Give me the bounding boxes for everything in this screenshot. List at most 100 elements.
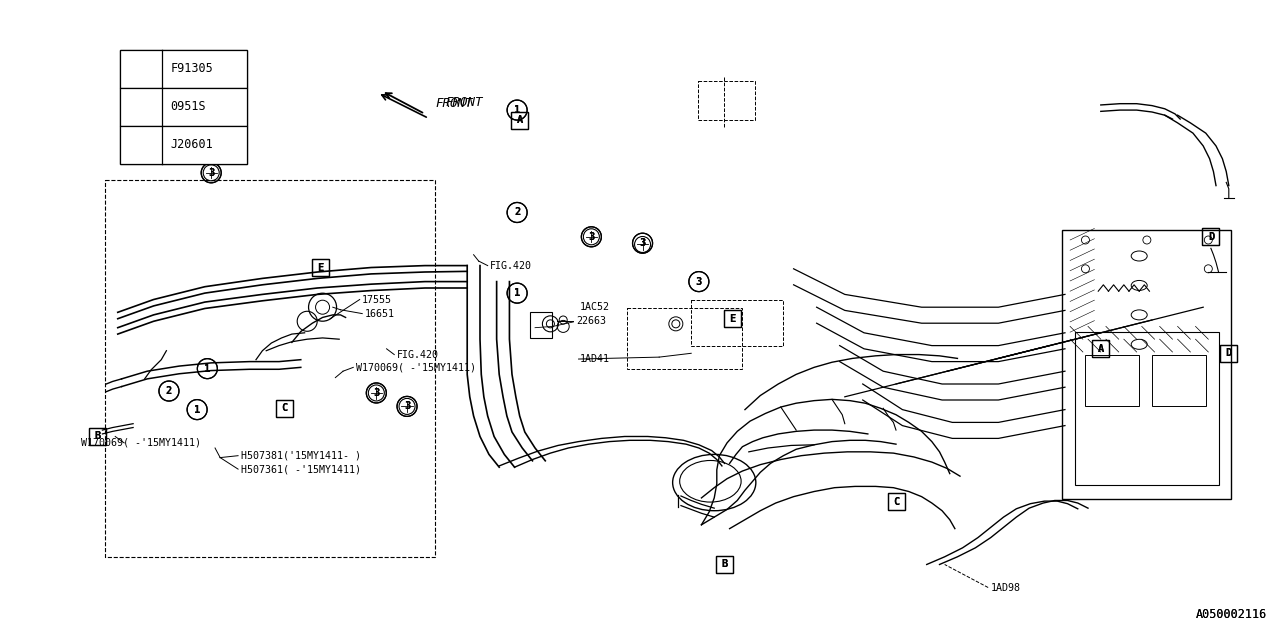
Text: B: B: [722, 559, 727, 570]
Text: 1: 1: [137, 64, 143, 74]
Bar: [275, 400, 293, 417]
Text: 1: 1: [195, 404, 200, 415]
Text: 3: 3: [696, 276, 701, 287]
Bar: [120, 88, 247, 126]
Bar: [723, 310, 741, 327]
Text: D: D: [1226, 348, 1231, 358]
Text: 2: 2: [515, 207, 520, 218]
Text: 1AC52: 1AC52: [580, 302, 609, 312]
Text: 16630: 16630: [183, 109, 212, 119]
Bar: [120, 50, 247, 88]
Bar: [275, 400, 293, 417]
Text: 3: 3: [209, 168, 214, 178]
Text: 1: 1: [515, 105, 520, 115]
Text: 3: 3: [209, 168, 214, 178]
Bar: [120, 88, 247, 126]
Text: W170069( -'15MY1411): W170069( -'15MY1411): [356, 362, 476, 372]
Bar: [887, 493, 905, 510]
Text: 3: 3: [374, 388, 379, 398]
Bar: [1152, 355, 1206, 406]
Text: 1AD98: 1AD98: [991, 582, 1020, 593]
Bar: [1062, 230, 1231, 499]
Text: FIG.420: FIG.420: [397, 349, 439, 360]
Bar: [1075, 332, 1219, 485]
Text: 0951S: 0951S: [170, 100, 206, 113]
Bar: [1085, 355, 1139, 406]
Bar: [530, 312, 552, 339]
Text: B: B: [722, 559, 727, 570]
Text: 1: 1: [515, 288, 520, 298]
Bar: [105, 180, 435, 557]
Text: 2: 2: [137, 102, 143, 112]
Text: A050002116: A050002116: [1196, 608, 1267, 621]
Text: 1: 1: [515, 105, 520, 115]
Text: FIG.420: FIG.420: [490, 260, 532, 271]
Text: 1: 1: [137, 64, 143, 74]
Text: B: B: [95, 431, 100, 442]
Text: A: A: [1098, 344, 1103, 354]
Text: F91305: F91305: [170, 63, 212, 76]
Text: J20601: J20601: [170, 138, 212, 152]
Text: E: E: [730, 314, 735, 324]
Text: A: A: [517, 115, 522, 125]
Text: 1: 1: [515, 288, 520, 298]
Text: 0951S: 0951S: [170, 100, 206, 113]
Bar: [88, 428, 106, 445]
Text: 3: 3: [640, 238, 645, 248]
Bar: [887, 493, 905, 510]
Bar: [1202, 228, 1220, 245]
Text: E: E: [730, 314, 735, 324]
Text: C: C: [282, 403, 287, 413]
Text: C: C: [893, 497, 899, 507]
Text: 2: 2: [515, 207, 520, 218]
Bar: [311, 259, 329, 276]
Text: 1: 1: [195, 404, 200, 415]
Bar: [716, 556, 733, 573]
Text: H507361( -'15MY1411): H507361( -'15MY1411): [241, 464, 361, 474]
Text: A: A: [517, 115, 522, 125]
Text: 3: 3: [404, 401, 410, 412]
Bar: [1220, 345, 1238, 362]
Bar: [88, 428, 106, 445]
Text: C: C: [893, 497, 899, 507]
Bar: [511, 112, 529, 129]
Bar: [311, 259, 329, 276]
Text: 16651: 16651: [365, 308, 394, 319]
Bar: [1092, 340, 1110, 357]
Text: 2: 2: [137, 102, 143, 112]
Text: F91305: F91305: [170, 63, 212, 76]
Bar: [1220, 345, 1238, 362]
Bar: [1202, 228, 1220, 245]
Bar: [511, 112, 529, 129]
Bar: [1092, 340, 1110, 357]
Text: B: B: [95, 431, 100, 442]
Text: A050002116: A050002116: [1196, 608, 1267, 621]
Bar: [120, 126, 247, 164]
Text: 3: 3: [404, 401, 410, 412]
Bar: [723, 310, 741, 327]
Text: 3: 3: [137, 140, 143, 150]
Text: D: D: [1226, 348, 1231, 358]
Text: D: D: [1208, 232, 1213, 242]
Text: 2: 2: [166, 386, 172, 396]
Text: 2: 2: [166, 386, 172, 396]
Text: J20601: J20601: [170, 138, 212, 152]
Text: 3: 3: [589, 232, 594, 242]
Text: A: A: [1098, 344, 1103, 354]
Text: E: E: [317, 262, 323, 273]
Text: C: C: [282, 403, 287, 413]
Text: 22663: 22663: [576, 316, 605, 326]
Text: 3: 3: [589, 232, 594, 242]
Bar: [627, 308, 742, 369]
Text: 1: 1: [205, 364, 210, 374]
Text: FRONT: FRONT: [435, 97, 472, 110]
Text: 3: 3: [137, 140, 143, 150]
Text: 3: 3: [696, 276, 701, 287]
Text: W170069( -'15MY1411): W170069( -'15MY1411): [81, 438, 201, 448]
Bar: [691, 300, 783, 346]
Text: 1AD41: 1AD41: [580, 354, 609, 364]
Text: 3: 3: [374, 388, 379, 398]
Text: 3: 3: [640, 238, 645, 248]
Text: H507381('15MY1411- ): H507381('15MY1411- ): [241, 451, 361, 461]
Bar: [716, 556, 733, 573]
